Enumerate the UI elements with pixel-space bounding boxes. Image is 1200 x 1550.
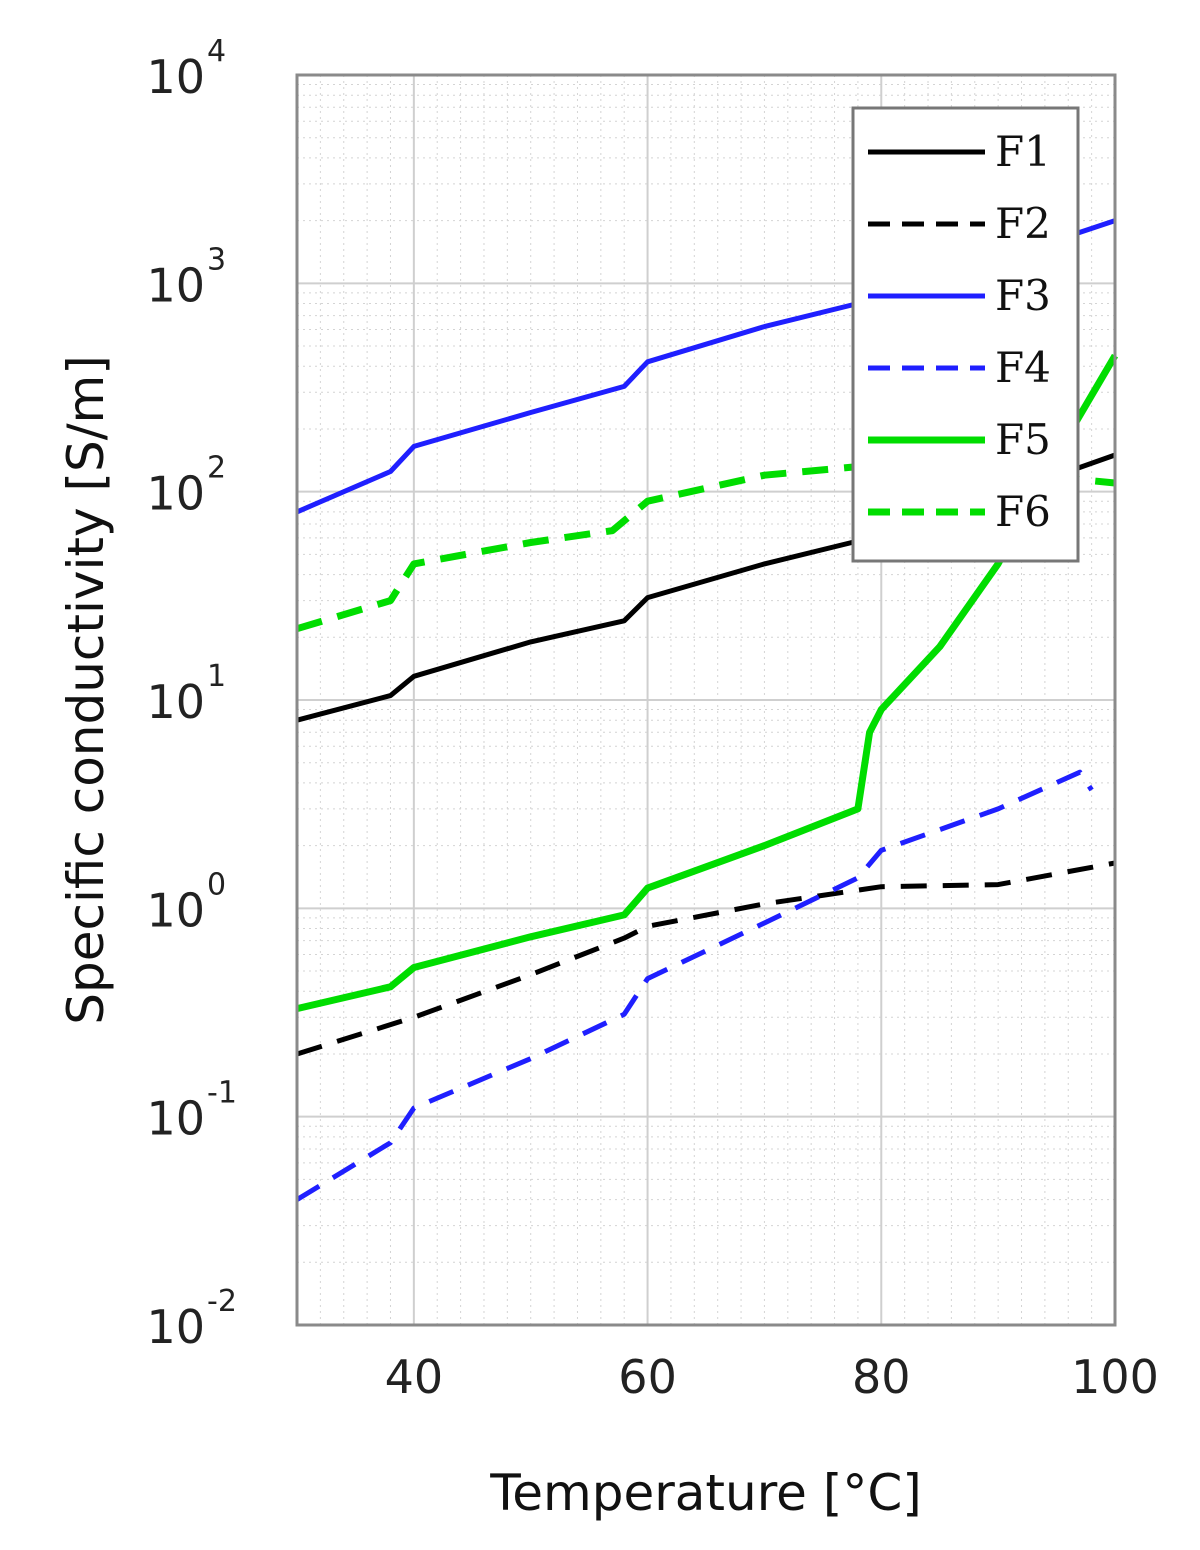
legend-label-f4: F4	[995, 343, 1051, 392]
y-tick-label: 10	[146, 883, 205, 937]
x-tick-label: 60	[618, 1350, 677, 1404]
legend-label-f6: F6	[995, 487, 1051, 536]
x-tick-label: 100	[1071, 1350, 1159, 1404]
y-tick-exponent: 1	[207, 659, 226, 694]
y-tick-exponent: -2	[207, 1284, 237, 1319]
y-tick-exponent: -1	[207, 1076, 237, 1111]
plot-frame	[295, 73, 1117, 1327]
y-tick-exponent: 4	[207, 34, 226, 69]
legend-box	[851, 106, 1080, 563]
x-tick-label: 80	[852, 1350, 911, 1404]
y-tick-label: 10	[146, 1092, 205, 1146]
legend: F1 F2 F3 F4 F5 F6	[851, 106, 1080, 563]
legend-label-f3: F3	[995, 271, 1051, 320]
y-tick-label: 10	[146, 258, 205, 312]
y-tick-exponent: 2	[207, 451, 226, 486]
y-tick-exponent: 0	[207, 867, 226, 902]
series-line-f5	[296, 353, 1119, 1013]
series-line-f4	[295, 769, 1094, 1202]
legend-label-f1: F1	[995, 127, 1051, 176]
x-tick-labels: 40 60 80 100	[385, 1350, 1159, 1404]
series-line-f2	[296, 860, 1116, 1057]
y-tick-label: 10	[146, 50, 205, 104]
y-tick-label: 10	[146, 1300, 205, 1354]
y-tick-label: 10	[146, 467, 205, 521]
y-tick-exponent: 3	[207, 242, 226, 277]
x-axis-title: Temperature [°C]	[489, 1464, 922, 1522]
legend-label-f5: F5	[995, 415, 1051, 464]
y-axis-title: Specific conductivity [S/m]	[57, 355, 115, 1025]
legend-label-f2: F2	[995, 199, 1051, 248]
x-tick-label: 40	[385, 1350, 444, 1404]
y-tick-label: 10	[146, 675, 205, 729]
